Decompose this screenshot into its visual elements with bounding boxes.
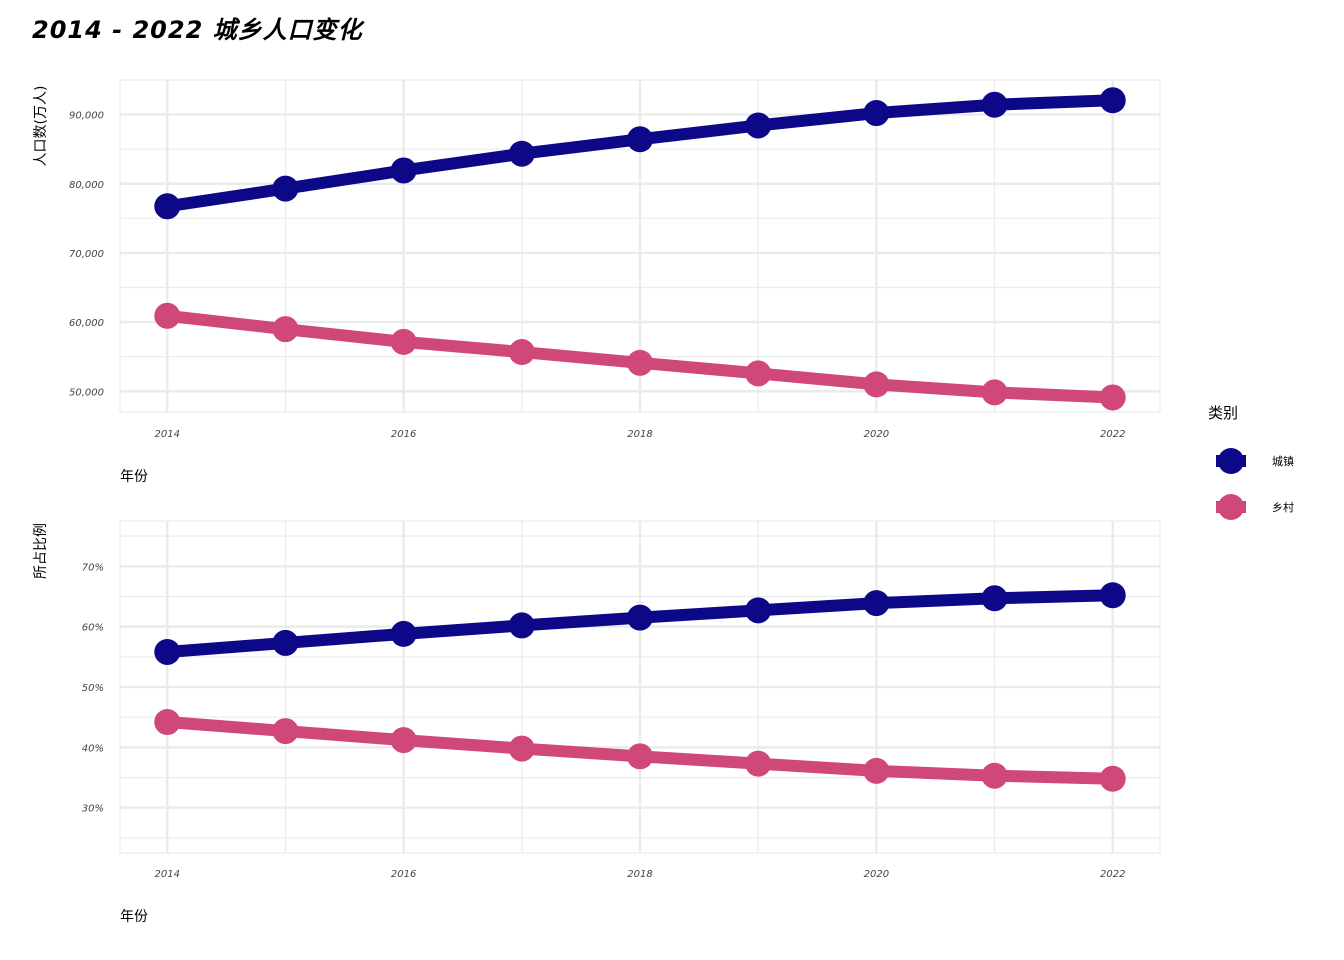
x-tick-label: 2018 [627, 869, 652, 880]
y-axis-label: 所占比例 [33, 523, 49, 579]
y-tick-label: 50,000 [69, 387, 104, 398]
data-point [627, 604, 653, 631]
data-point [627, 349, 653, 376]
data-point [745, 360, 772, 387]
series-urban [154, 87, 1126, 220]
data-point [272, 316, 299, 343]
y-axis-label: 人口数(万人) [33, 86, 49, 167]
panel-1: 50,000 60,000 70,000 80,000 90,000 2014 2016 20… [33, 79, 1161, 485]
x-tick-label: 2020 [864, 869, 889, 880]
data-point [981, 585, 1008, 612]
data-point [390, 620, 417, 647]
x-tick-label: 2016 [391, 869, 416, 880]
x-tick-label: 2014 [155, 869, 180, 880]
data-point [272, 175, 299, 202]
data-point [1099, 384, 1126, 411]
data-point [745, 597, 772, 624]
x-tick-label: 2020 [864, 429, 889, 440]
chart-title: 2014 - 2022 城乡人口变化 [32, 16, 363, 44]
legend-label: 城镇 [1272, 454, 1294, 468]
series-urban [154, 582, 1126, 665]
x-tick-label: 2022 [1100, 429, 1125, 440]
y-tick-label: 30% [82, 804, 104, 815]
panel-2: 30% 40% 50% 60% 70% 2014 2016 2018 2020 2022 年份 所占比… [33, 520, 1161, 925]
y-tick-label: 90,000 [69, 111, 104, 122]
data-point [508, 735, 535, 762]
legend-key-point [1218, 494, 1244, 520]
y-tick-label: 40% [82, 743, 104, 754]
x-tick-label: 2018 [627, 429, 652, 440]
data-point [863, 371, 890, 398]
data-point [508, 140, 535, 167]
x-tick-label: 2016 [391, 429, 416, 440]
data-point [1099, 582, 1126, 609]
data-point [154, 638, 181, 665]
x-tick-label: 2022 [1100, 869, 1125, 880]
data-point [390, 157, 417, 184]
data-point [272, 718, 299, 745]
y-tick-label: 70% [82, 562, 104, 573]
data-point [390, 328, 417, 355]
legend-item: 乡村 [1216, 494, 1294, 520]
data-point [154, 193, 181, 220]
legend-label: 乡村 [1272, 500, 1294, 514]
data-point [863, 590, 890, 617]
data-point [390, 727, 417, 754]
data-point [863, 100, 890, 127]
y-tick-label: 60,000 [69, 318, 104, 329]
series-rural [154, 302, 1126, 411]
data-point [1099, 765, 1126, 792]
data-point [508, 339, 535, 366]
data-point [863, 757, 890, 784]
x-tick-label: 2014 [155, 429, 180, 440]
data-point [981, 379, 1008, 406]
legend-title: 类别 [1208, 404, 1238, 422]
x-axis-label: 年份 [120, 469, 148, 485]
y-tick-label: 80,000 [69, 180, 104, 191]
data-point [627, 126, 653, 153]
data-point [981, 762, 1008, 789]
data-point [508, 612, 535, 639]
y-tick-label: 50% [82, 683, 104, 694]
data-point [745, 750, 772, 777]
data-point [981, 91, 1008, 118]
data-point [154, 709, 181, 736]
y-tick-label: 60% [82, 623, 104, 634]
data-point [1099, 87, 1126, 114]
x-axis-label: 年份 [120, 909, 148, 925]
y-tick-label: 70,000 [69, 249, 104, 260]
legend-key-point [1218, 448, 1244, 474]
data-point [745, 112, 772, 139]
data-point [272, 629, 299, 656]
series-rural [154, 709, 1126, 792]
legend-item: 城镇 [1216, 448, 1294, 474]
data-point [627, 743, 653, 770]
data-point [154, 302, 181, 329]
